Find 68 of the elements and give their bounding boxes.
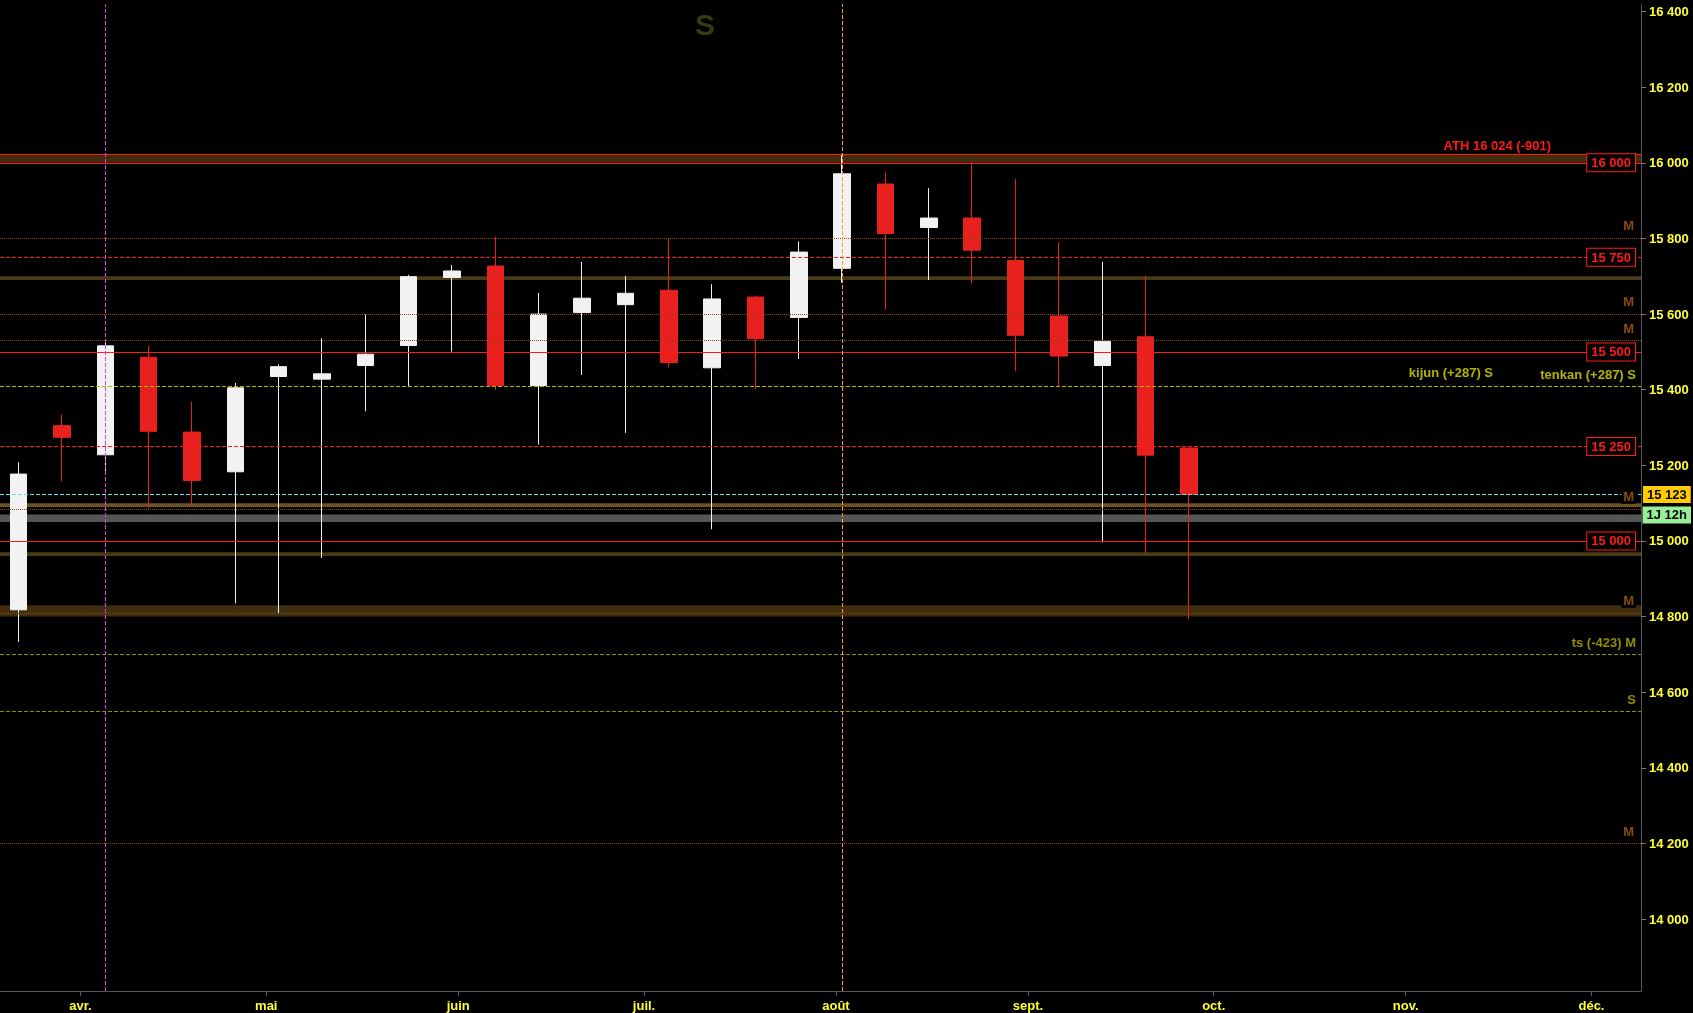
candlestick [530,292,547,446]
x-tick-label: août [822,998,851,1013]
chart-title: S [695,7,716,41]
y-tick-label: 16 400 [1649,4,1689,20]
y-tick-label: 15 800 [1649,230,1689,246]
candlestick [573,261,591,376]
y-tick-label: 16 000 [1649,155,1689,171]
candlestick [660,238,678,368]
x-tick-label: oct. [1202,998,1226,1013]
candlestick [833,153,851,284]
ref-line-label: tenkan (+287) S [1540,366,1637,382]
x-tick-label: nov. [1392,998,1419,1013]
y-tick-label: 15 400 [1649,382,1689,398]
ref-line-label: S [1627,692,1637,708]
y-tick-label: 14 600 [1649,684,1689,700]
ref-line-label: 15 000 [1591,533,1631,549]
candlestick [747,295,764,390]
ref-line-label: M [1623,488,1634,504]
ref-line-label: 15 500 [1591,344,1631,360]
annotation: kijun (+287) S [1408,364,1494,380]
candlestick [140,345,157,509]
candlestick [1050,241,1068,387]
candlestick [487,236,504,391]
y-tick-label: 14 000 [1649,911,1689,927]
text: 1J 12h [1646,507,1688,523]
candlestick [357,313,374,412]
candlestick [400,274,417,387]
candlestick [227,382,244,604]
x-tick-label: juin [445,998,470,1013]
y-tick-label: 15 200 [1649,457,1689,473]
y-tick-label: 14 400 [1649,760,1689,776]
y-tick-label: 16 200 [1649,79,1689,95]
x-tick-label: avr. [69,998,92,1013]
ref-line-label: M [1623,218,1634,234]
candlestick [1094,261,1111,543]
y-tick-label: 15 000 [1649,533,1689,549]
candlestick [1137,275,1154,555]
ref-line-label: ts (-423) M [1571,635,1636,651]
candlestick [703,283,721,530]
ref-line-label: M [1623,320,1634,336]
candlestick [183,401,201,506]
x-tick-label: mai [255,998,278,1013]
candlestick [877,172,894,311]
ref-line-label: M [1623,823,1634,839]
ref-line-label: M [1623,592,1634,608]
candlestick [790,240,808,360]
candlestick [920,187,938,281]
candlestick [617,275,634,434]
ref-line-label: 15 250 [1591,438,1631,454]
ref-line-label: 16 000 [1591,155,1631,171]
ref-line-label: 15 750 [1591,249,1631,265]
candlestick [443,264,461,353]
x-tick-label: sept. [1012,998,1044,1013]
candlestick [313,337,331,559]
candlestick [963,161,981,284]
candlestick [1180,447,1198,620]
x-tick-label: déc. [1578,998,1605,1013]
candlestick [10,461,27,643]
ref-line-label: 15 123 [1647,486,1687,502]
candlestick [270,363,287,615]
ref-line-label: M [1623,294,1634,310]
ref-line-label: ATH 16 024 (-901) [1443,137,1551,153]
x-tick-label: juil. [631,998,656,1013]
y-tick-label: 15 600 [1649,306,1689,322]
candlestick [1007,178,1024,372]
candlestick [53,413,71,482]
y-tick-label: 14 200 [1649,836,1689,852]
y-tick-label: 14 800 [1649,609,1689,625]
